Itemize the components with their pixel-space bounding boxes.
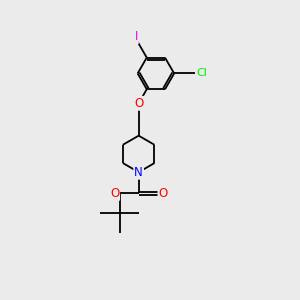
Text: N: N: [134, 166, 143, 179]
Text: Cl: Cl: [196, 68, 207, 78]
Text: O: O: [110, 187, 119, 200]
Text: O: O: [158, 187, 168, 200]
Text: I: I: [134, 30, 138, 44]
Text: O: O: [134, 97, 143, 110]
